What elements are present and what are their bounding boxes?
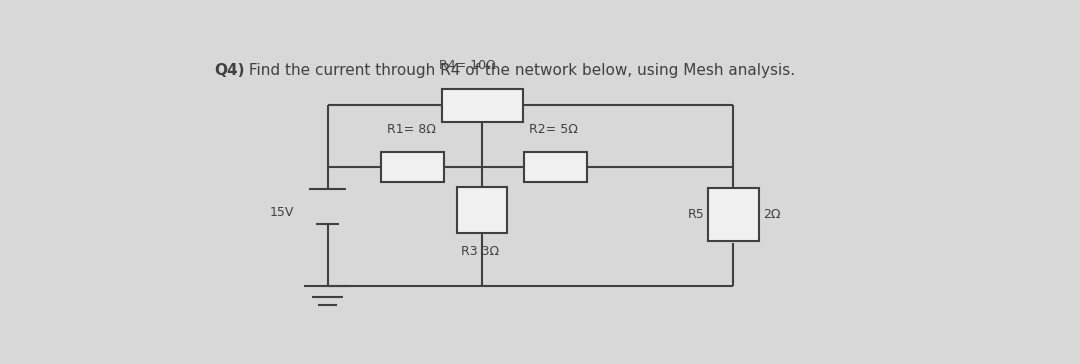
Text: 2Ω: 2Ω (762, 208, 780, 221)
Text: R4= 10Ω: R4= 10Ω (438, 59, 496, 72)
Text: Find the current through R4 of the network below, using Mesh analysis.: Find the current through R4 of the netwo… (244, 63, 795, 78)
Bar (708, 188, 758, 241)
Bar (442, 89, 523, 122)
Text: 15V: 15V (270, 206, 294, 219)
Text: Q4): Q4) (215, 63, 245, 78)
Bar (457, 187, 508, 233)
Text: R3 3Ω: R3 3Ω (461, 245, 499, 258)
Bar (381, 153, 445, 182)
Bar (524, 153, 588, 182)
Text: R2= 5Ω: R2= 5Ω (529, 123, 579, 136)
Text: R1= 8Ω: R1= 8Ω (387, 123, 435, 136)
Text: R5: R5 (687, 208, 704, 221)
